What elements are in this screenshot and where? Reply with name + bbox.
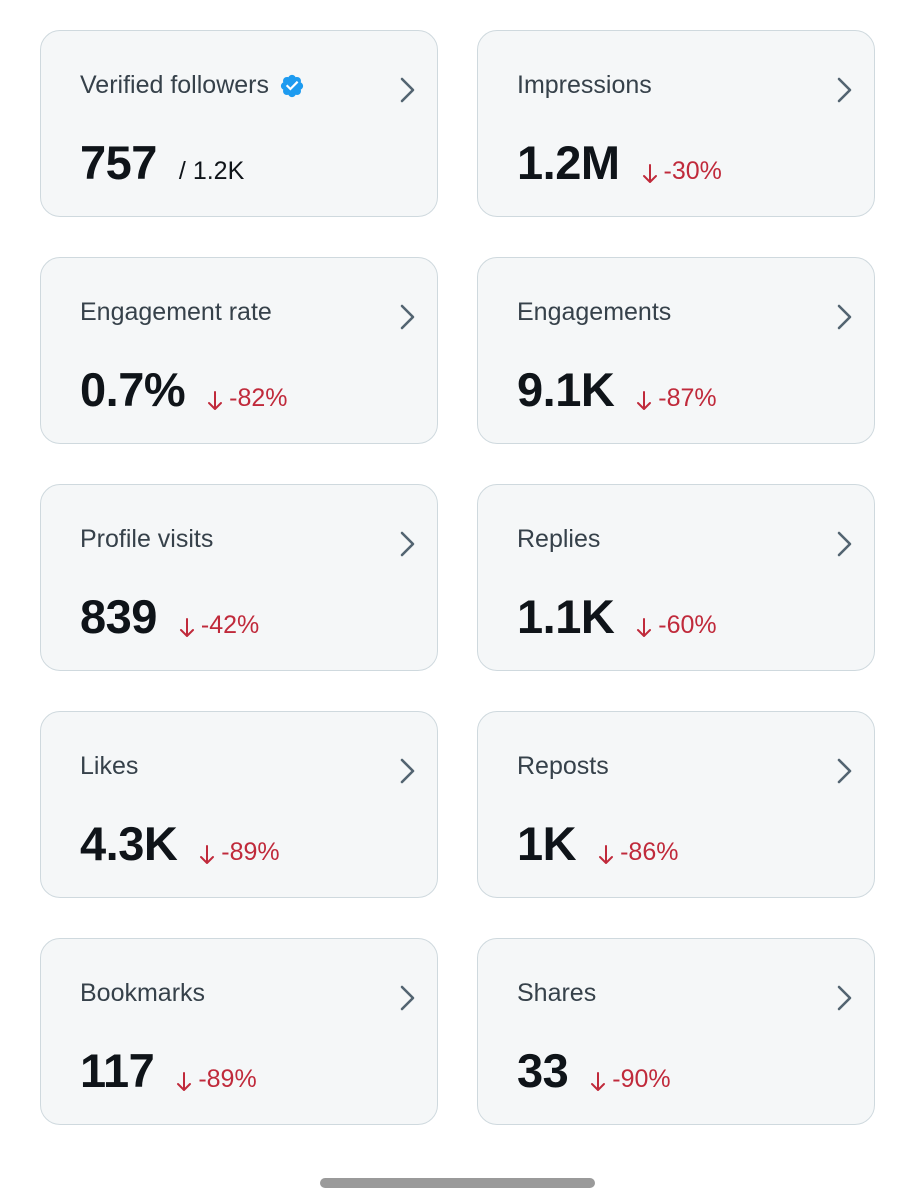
arrow-down-icon (642, 163, 657, 183)
metric-label: Replies (517, 525, 601, 553)
metric-card-shares[interactable]: Shares 33 -90% (477, 938, 875, 1125)
verified-badge-icon (280, 74, 304, 97)
chevron-right-icon[interactable] (836, 757, 854, 785)
metric-value-row: 757 / 1.2K (80, 135, 244, 190)
metric-change: -60% (636, 611, 717, 640)
metric-label: Engagements (517, 298, 672, 326)
metric-value-row: 33 -90% (517, 1043, 671, 1098)
chevron-right-icon[interactable] (399, 984, 417, 1012)
metric-card-impressions[interactable]: Impressions 1.2M -30% (477, 30, 875, 217)
arrow-down-icon (208, 390, 223, 410)
metric-card-engagements[interactable]: Engagements 9.1K -87% (477, 257, 875, 444)
chevron-right-icon[interactable] (836, 530, 854, 558)
chevron-right-icon[interactable] (836, 984, 854, 1012)
chevron-right-icon[interactable] (399, 757, 417, 785)
metric-change: -90% (590, 1065, 671, 1094)
home-indicator-bar[interactable] (320, 1178, 595, 1188)
metric-card-replies[interactable]: Replies 1.1K -60% (477, 484, 875, 671)
metric-value: 117 (80, 1044, 155, 1097)
arrow-down-icon (179, 617, 194, 637)
metric-value: 4.3K (80, 817, 178, 870)
metric-value-row: 1K -86% (517, 816, 678, 871)
metric-card-profile-visits[interactable]: Profile visits 839 -42% (40, 484, 438, 671)
chevron-right-icon[interactable] (399, 303, 417, 331)
metric-value: 1.1K (517, 590, 615, 643)
arrow-down-icon (637, 390, 652, 410)
metric-total: / 1.2K (178, 157, 245, 185)
metrics-grid: Verified followers 757 / 1.2K Impression… (40, 30, 875, 1125)
metric-value: 0.7% (80, 363, 186, 416)
metric-value-row: 839 -42% (80, 589, 259, 644)
metric-label: Engagement rate (80, 298, 272, 326)
arrow-down-icon (599, 844, 614, 864)
metric-value-row: 0.7% -82% (80, 362, 288, 417)
metric-change: -42% (179, 611, 259, 640)
metric-change: -89% (176, 1065, 257, 1094)
metric-label: Profile visits (80, 525, 214, 553)
metric-card-verified-followers[interactable]: Verified followers 757 / 1.2K (40, 30, 438, 217)
metric-value-row: 1.1K -60% (517, 589, 717, 644)
metric-change: -86% (598, 838, 678, 867)
metric-value: 757 (80, 136, 157, 189)
metric-value: 1.2M (517, 136, 620, 189)
metric-label: Impressions (517, 71, 652, 99)
metric-value-row: 4.3K -89% (80, 816, 280, 871)
metric-label: Bookmarks (80, 979, 206, 1007)
metric-change: -82% (207, 384, 288, 413)
metric-value: 839 (80, 590, 157, 643)
arrow-down-icon (177, 1071, 192, 1091)
metric-label: Reposts (517, 752, 609, 780)
metric-value: 33 (517, 1044, 569, 1097)
chevron-right-icon[interactable] (836, 303, 854, 331)
metric-change: -87% (636, 384, 717, 413)
metric-label: Shares (517, 979, 597, 1007)
metric-value-row: 1.2M -30% (517, 135, 722, 190)
metric-card-bookmarks[interactable]: Bookmarks 117 -89% (40, 938, 438, 1125)
metric-card-reposts[interactable]: Reposts 1K -86% (477, 711, 875, 898)
metric-change: -89% (199, 838, 280, 867)
metric-card-engagement-rate[interactable]: Engagement rate 0.7% -82% (40, 257, 438, 444)
arrow-down-icon (637, 617, 652, 637)
metric-value: 1K (517, 817, 577, 870)
metric-value: 9.1K (517, 363, 615, 416)
metric-card-likes[interactable]: Likes 4.3K -89% (40, 711, 438, 898)
metric-label: Likes (80, 752, 139, 780)
metric-change: -30% (642, 157, 722, 186)
metric-value-row: 9.1K -87% (517, 362, 717, 417)
metric-value-row: 117 -89% (80, 1043, 257, 1098)
metric-label: Verified followers (80, 71, 305, 100)
arrow-down-icon (200, 844, 215, 864)
chevron-right-icon[interactable] (399, 530, 417, 558)
chevron-right-icon[interactable] (836, 76, 854, 104)
chevron-right-icon[interactable] (399, 76, 417, 104)
arrow-down-icon (591, 1071, 606, 1091)
